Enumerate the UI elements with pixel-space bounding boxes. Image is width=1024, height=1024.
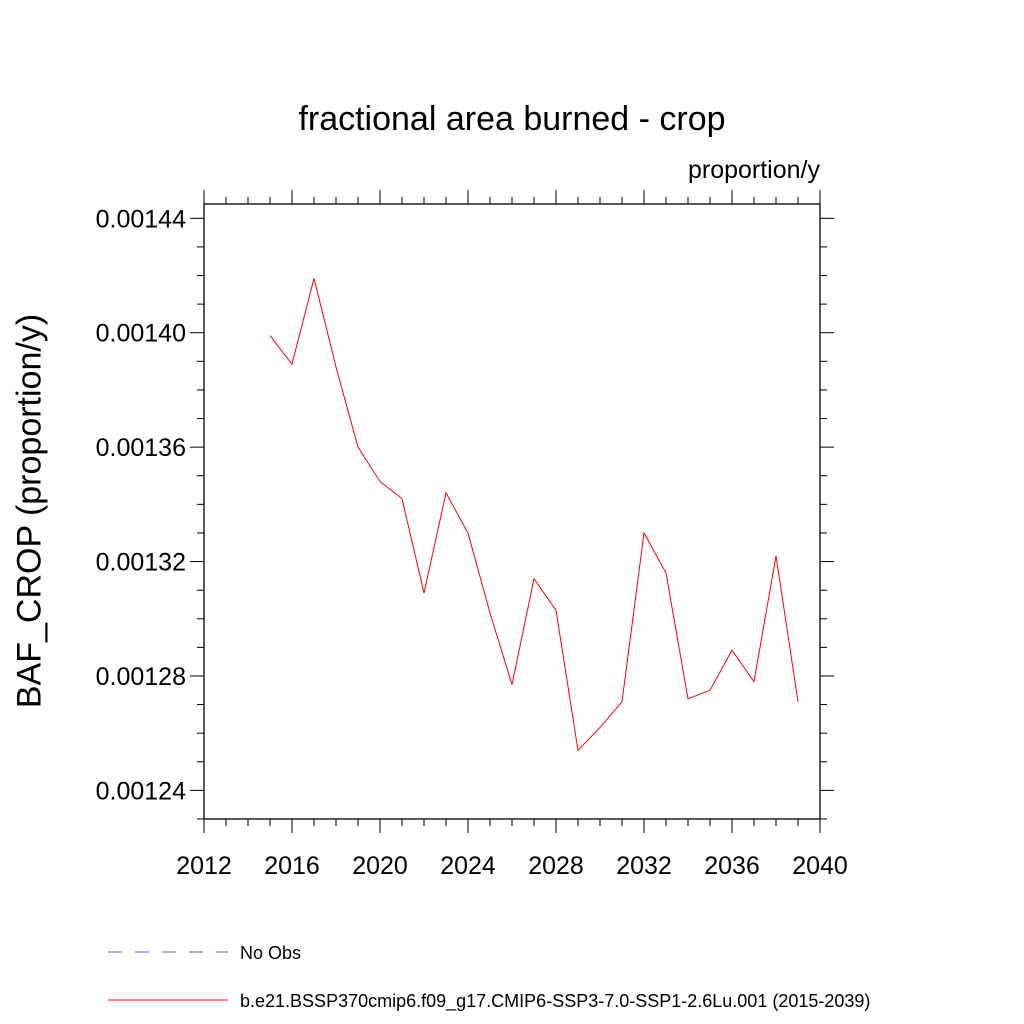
series-line-1 <box>269 278 799 752</box>
y-tick-label: 0.00124 <box>96 777 186 805</box>
legend-label-0: No Obs <box>240 943 302 963</box>
x-tick-label: 2032 <box>616 852 672 880</box>
y-tick-label: 0.00140 <box>96 320 186 348</box>
y-tick-label: 0.00132 <box>96 549 186 577</box>
x-tick-label: 2036 <box>704 852 760 880</box>
x-tick-label: 2020 <box>352 852 408 880</box>
y-tick-label: 0.00128 <box>96 663 186 691</box>
legend-label-1: b.e21.BSSP370cmip6.f09_g17.CMIP6-SSP3-7.… <box>240 991 871 1011</box>
y-tick-label: 0.00144 <box>96 205 186 233</box>
x-tick-label: 2012 <box>176 852 232 880</box>
chart-title: fractional area burned - crop <box>298 100 726 138</box>
x-tick-label: 2016 <box>264 852 320 880</box>
x-tick-label: 2040 <box>792 852 848 880</box>
x-tick-label: 2028 <box>528 852 584 880</box>
y-tick-label: 0.00136 <box>96 434 186 462</box>
x-tick-label: 2024 <box>440 852 496 880</box>
units-label: proportion/y <box>687 156 820 184</box>
plot-frame <box>203 203 821 820</box>
